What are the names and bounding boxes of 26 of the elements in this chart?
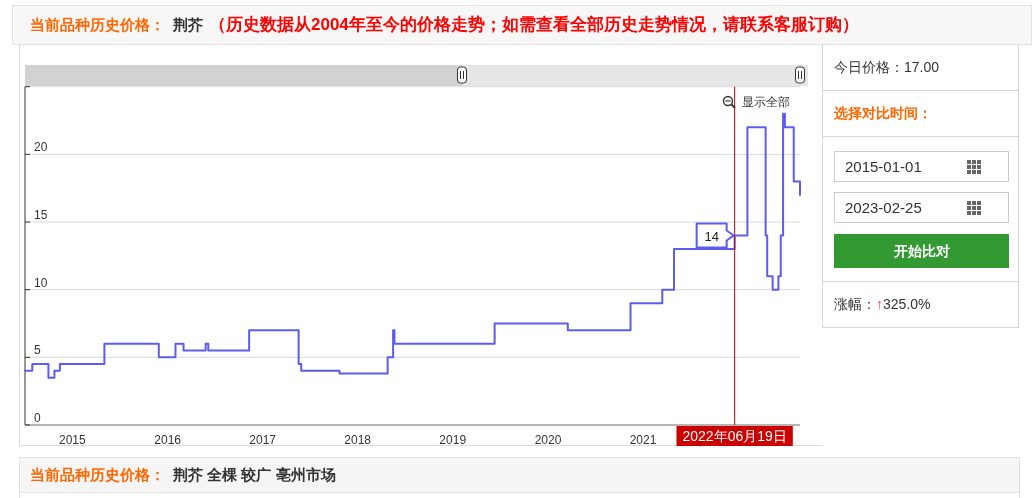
chart-subtitle: （历史数据从2004年至今的价格走势；如需查看全部历史走势情况，请联系客服订购） [209, 15, 859, 34]
x-tick-label: 2020 [534, 433, 562, 447]
chart-title: 当前品种历史价格：荆芥 [30, 16, 203, 33]
text: 当前品种历史价格：荆芥 全棵 较广 亳州市场 [30, 466, 336, 483]
info-text: 今日价格：17.00 [834, 58, 940, 77]
date-input: 2015-01-01 [834, 151, 1009, 182]
annotation: 14 [704, 228, 719, 244]
x-tick-label: 2015 [59, 433, 86, 447]
info-text: 涨幅：↑325.0% [834, 295, 931, 314]
y-tick-label: 10 [34, 275, 48, 290]
button-show-all: 显示全部 [742, 95, 790, 109]
y-tick-label: 5 [34, 343, 41, 358]
tooltip: 14 [695, 222, 735, 249]
x-tick-label: 2021 [629, 433, 657, 447]
date-input: 2023-02-25 [834, 192, 1009, 223]
y-tick-label: 15 [34, 208, 48, 222]
x-tick-label: 2017 [249, 433, 277, 447]
ref-line-label: 2022年06月19日 [676, 426, 793, 446]
x-tick-label: 2019 [439, 433, 467, 447]
section-label: 选择对比时间： [834, 104, 932, 123]
y-tick-label: 20 [34, 140, 48, 155]
x-tick-label: 2016 [154, 433, 181, 447]
x-tick-label: 2018 [344, 433, 372, 447]
button: 开始比对 [834, 234, 1009, 268]
y-tick-label: 0 [34, 411, 41, 425]
ref-line-label: 2022年06月19日 [682, 428, 787, 444]
